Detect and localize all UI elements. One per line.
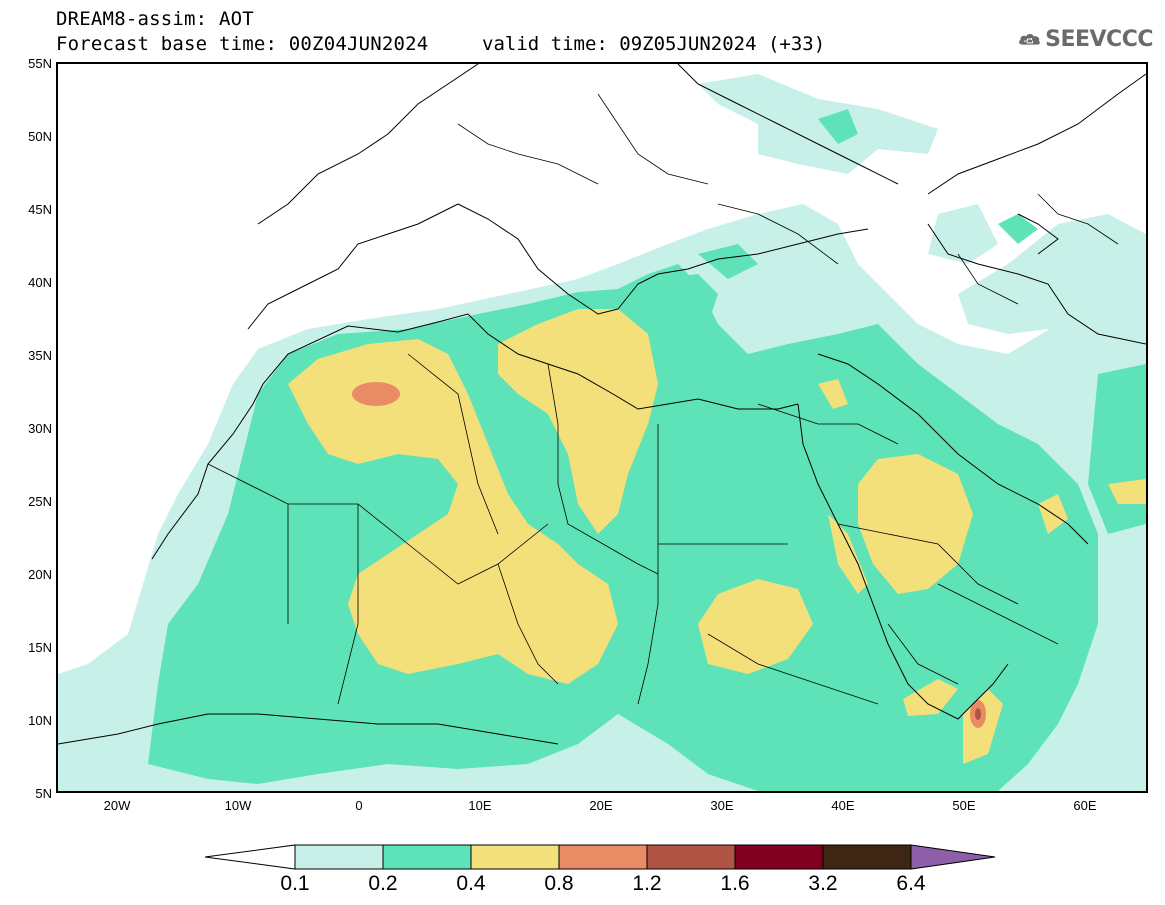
logo-text: SEEVCCC bbox=[1045, 26, 1153, 52]
coastlines bbox=[58, 64, 1146, 745]
lat-label-15n: 15N bbox=[28, 640, 52, 655]
lon-label-30e: 30E bbox=[710, 798, 734, 813]
colorbar bbox=[205, 844, 996, 870]
map-canvas bbox=[58, 64, 1146, 791]
valid-time: valid time: 09Z05JUN2024 (+33) bbox=[482, 33, 826, 55]
colorbar-segment-below bbox=[205, 844, 296, 870]
colorbar-segment-3 bbox=[470, 844, 560, 870]
colorbar-segment-2 bbox=[382, 844, 472, 870]
lat-label-10n: 10N bbox=[28, 713, 52, 728]
colorbar-segment-4 bbox=[558, 844, 648, 870]
colorbar-segment-5 bbox=[646, 844, 736, 870]
colorbar-label-6.4: 6.4 bbox=[896, 872, 926, 895]
seevccc-logo: SEEVCCC bbox=[1018, 22, 1153, 56]
country-borders bbox=[207, 93, 1119, 705]
aot-field-1.2 bbox=[975, 708, 981, 720]
lat-label-20n: 20N bbox=[28, 567, 52, 582]
lon-label-20w: 20W bbox=[103, 798, 131, 813]
lat-label-25n: 25N bbox=[28, 494, 52, 509]
lat-label-40n: 40N bbox=[28, 275, 52, 290]
lon-label-0: 0 bbox=[355, 798, 363, 813]
forecast-base-time: Forecast base time: 00Z04JUN2024 bbox=[56, 33, 429, 55]
lon-label-60e: 60E bbox=[1073, 798, 1097, 813]
lon-label-10w: 10W bbox=[224, 798, 252, 813]
lon-label-10e: 10E bbox=[468, 798, 492, 813]
colorbar-label-0.8: 0.8 bbox=[544, 872, 574, 895]
colorbar-label-1.6: 1.6 bbox=[720, 872, 750, 895]
colorbar-label-0.4: 0.4 bbox=[456, 872, 486, 895]
colorbar-segment-1 bbox=[294, 844, 384, 870]
lat-label-5n: 5N bbox=[35, 786, 52, 801]
colorbar-label-0.1: 0.1 bbox=[280, 872, 310, 895]
lon-label-20e: 20E bbox=[589, 798, 613, 813]
lat-label-55n: 55N bbox=[28, 56, 52, 71]
colorbar-segment-7 bbox=[822, 844, 912, 870]
aot-map bbox=[56, 62, 1148, 793]
colorbar-segment-6 bbox=[734, 844, 824, 870]
lat-label-35n: 35N bbox=[28, 348, 52, 363]
aot-field-0.4 bbox=[288, 309, 1146, 764]
aot-field-0.2 bbox=[148, 109, 1146, 791]
lat-label-50n: 50N bbox=[28, 129, 52, 144]
colorbar-label-1.2: 1.2 bbox=[632, 872, 662, 895]
lon-label-50e: 50E bbox=[952, 798, 976, 813]
map-title: DREAM8-assim: AOT bbox=[56, 8, 254, 30]
colorbar-label-3.2: 3.2 bbox=[808, 872, 838, 895]
lat-label-45n: 45N bbox=[28, 202, 52, 217]
lat-label-30n: 30N bbox=[28, 421, 52, 436]
cloud-logo-icon bbox=[1019, 34, 1040, 45]
colorbar-segment-above bbox=[910, 844, 996, 870]
colorbar-label-0.2: 0.2 bbox=[368, 872, 398, 895]
lon-label-40e: 40E bbox=[831, 798, 855, 813]
